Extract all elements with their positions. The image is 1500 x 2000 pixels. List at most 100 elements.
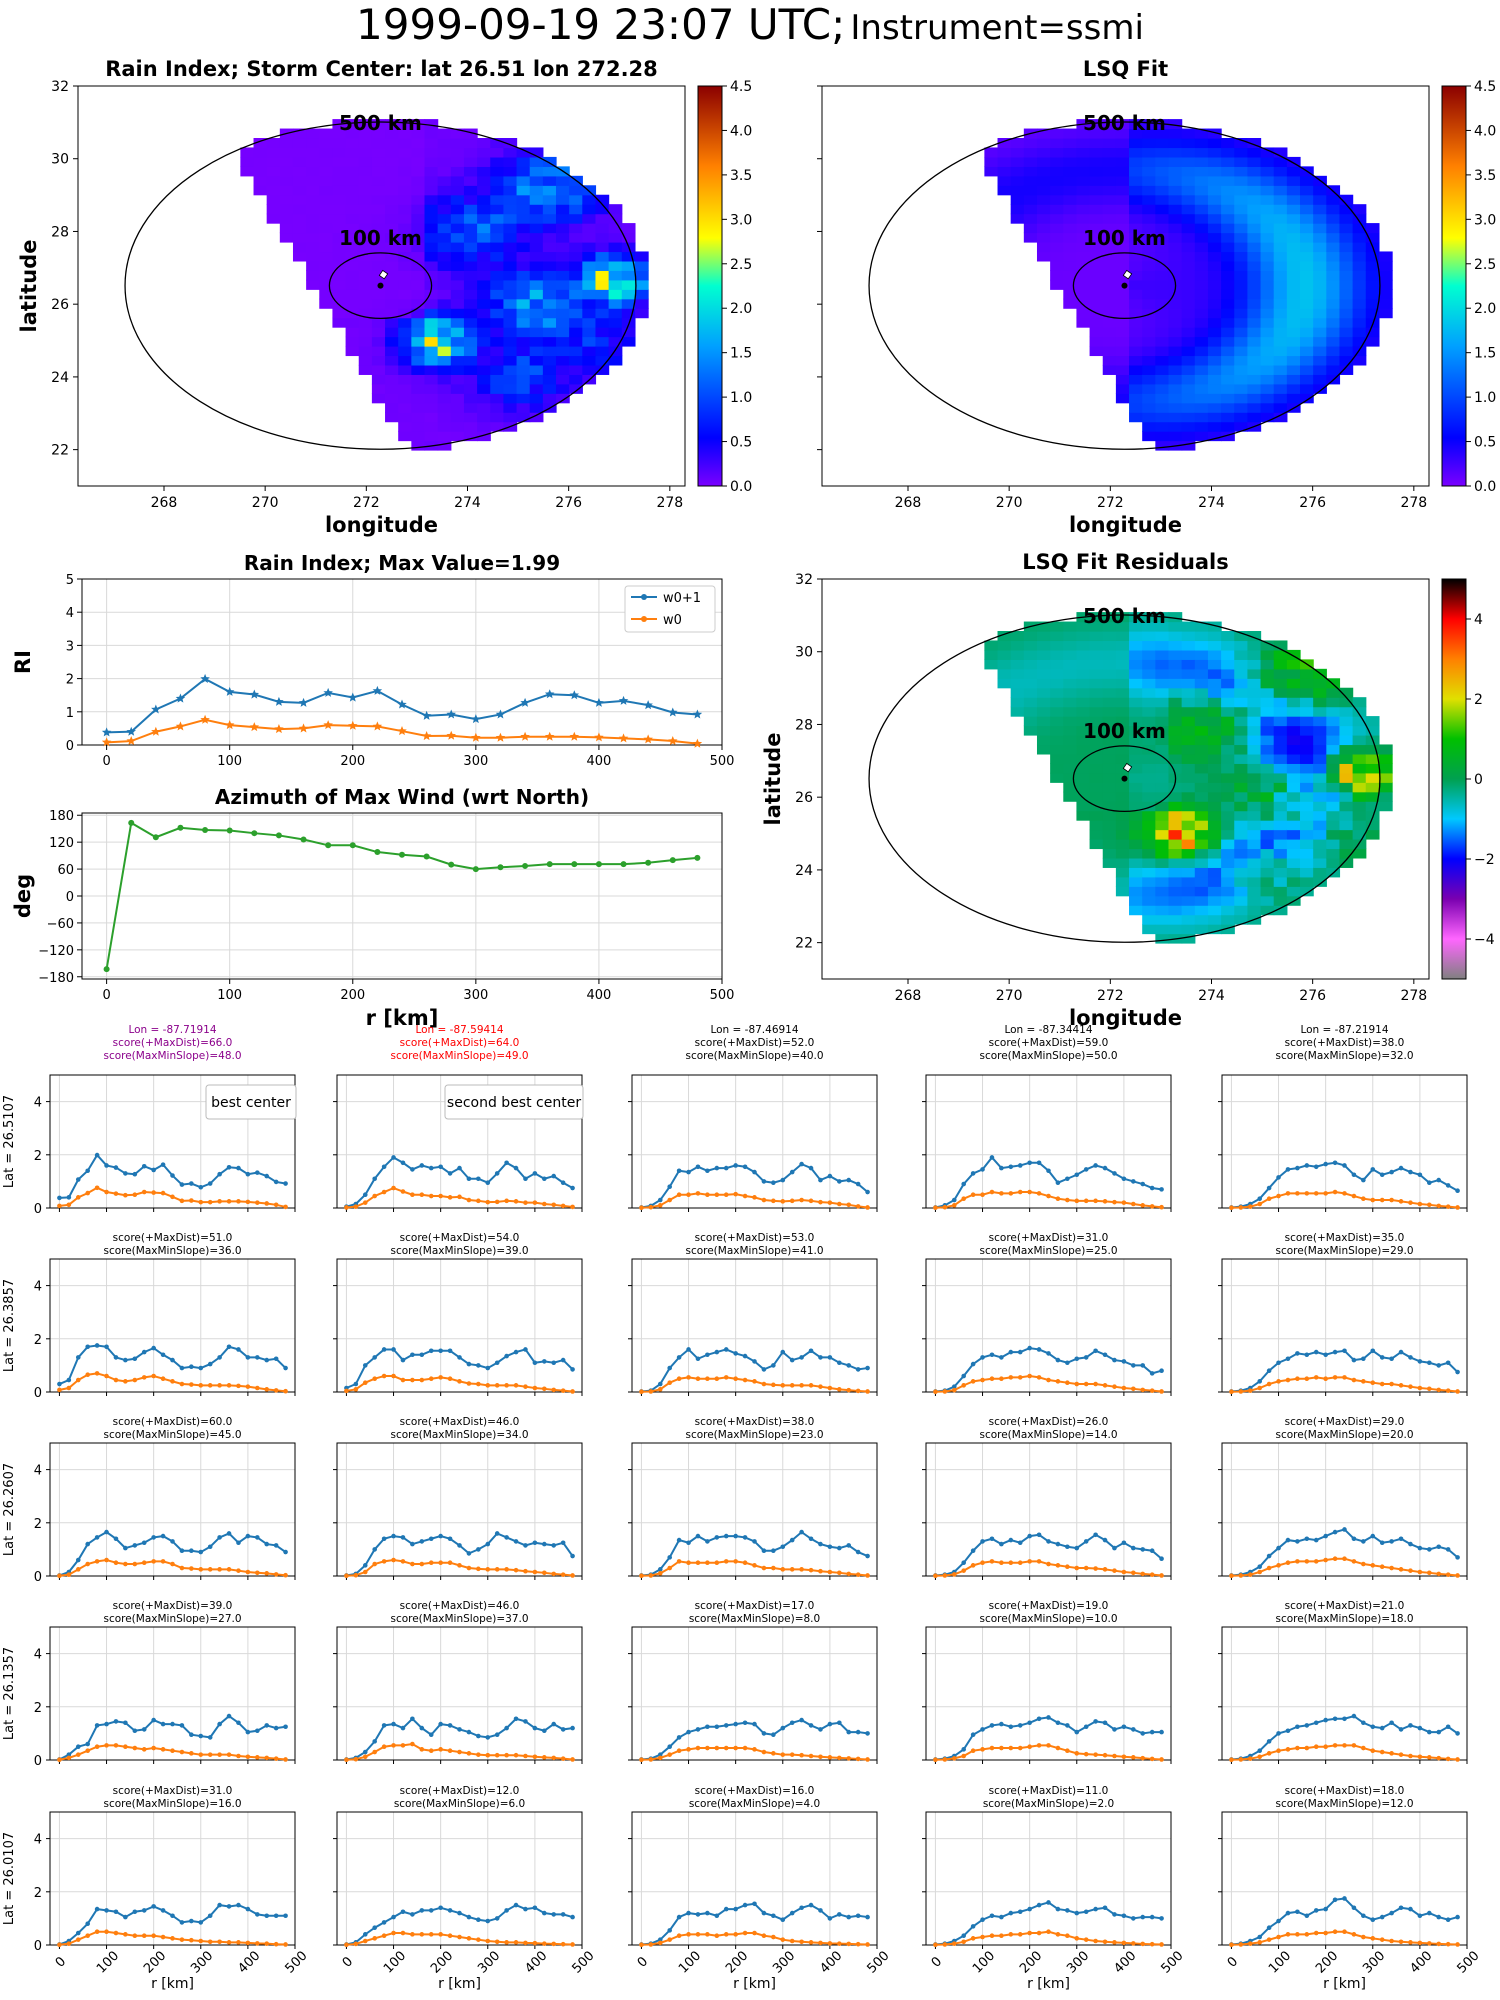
rain_index_map-cell (398, 289, 412, 300)
grid-r1-c3-point (789, 1169, 795, 1175)
lsq_fit_map-ring-100-label: 100 km (1083, 226, 1166, 250)
lsq_residual_map-cell (1036, 649, 1051, 660)
grid-r1-c4-point (1074, 1198, 1080, 1204)
grid-r2-c2-point (400, 1377, 406, 1383)
rain_index_map-cell (569, 251, 583, 262)
lsq_fit_map-cell (1207, 289, 1222, 300)
lsq_residual_map-cell (1273, 886, 1288, 897)
rain_index_profile-point (520, 731, 530, 741)
lsq_residual_map-cell (1089, 791, 1104, 802)
rain_index_profile-point (594, 732, 604, 742)
grid-r1-c2-point (476, 1198, 481, 1204)
grid-r4-c2-point (381, 1744, 387, 1749)
rain_index_map-cell (385, 412, 399, 423)
azimuth_profile-ytick-label: 0 (66, 890, 74, 905)
rain_index_map-cell (463, 374, 478, 385)
grid-r5-c3-xtick-label: 200 (723, 1948, 751, 1976)
rain_index_map-cell (345, 194, 360, 205)
grid-r1-c2-point (551, 1202, 557, 1208)
rain_index_map-cell (503, 213, 518, 224)
grid-r5-c2-point (542, 1910, 547, 1916)
lsq_residual_map-cell (1036, 668, 1051, 679)
rain_index_map-cell (477, 232, 491, 243)
rain_index_profile-xtick-label: 300 (463, 754, 488, 769)
lsq_fit_map-cell (1339, 327, 1354, 338)
grid-r1-c5-point (1361, 1196, 1366, 1201)
lsq_fit_map-cell (1181, 308, 1196, 319)
grid-r3-c5-point (1427, 1570, 1432, 1576)
grid-r3-c3-point (667, 1565, 672, 1571)
rain_index_map-cell (582, 194, 597, 205)
lsq_residual_map-cell (1194, 659, 1209, 670)
lsq_residual_map-cell (1089, 687, 1104, 698)
grid-r5-c1-point (217, 1939, 222, 1945)
grid-r2-c1-point (75, 1355, 81, 1360)
lsq_fit_map-cell (1300, 260, 1314, 271)
rain_index_map-cell (450, 242, 465, 253)
grid-r1-c4-point (1102, 1165, 1108, 1171)
lsq_residual_map-cell (1221, 848, 1235, 859)
lsq_residual_map-cell (1089, 810, 1104, 821)
grid-r3-c3-point (865, 1573, 870, 1578)
lsq_fit_map-cell (1168, 194, 1183, 205)
rain_index_profile-point (274, 696, 284, 706)
lsq_fit_map-cell (1260, 308, 1275, 319)
lsq_residual_map-cell (1273, 678, 1288, 689)
rain_index_map-cell (345, 289, 360, 300)
lsq_fit_map-cell (1076, 298, 1091, 309)
grid-r2-c4-point (970, 1379, 976, 1384)
grid-r3-c3-point (686, 1560, 691, 1565)
grid-r2-c1-point (207, 1383, 213, 1388)
grid-r1-c5-point (1238, 1205, 1244, 1210)
grid-r2-c1-point (170, 1357, 175, 1363)
grid-r5-c5-point (1389, 1938, 1394, 1944)
lsq_residual_map-cell (1168, 782, 1183, 793)
grid-r5-c2-xtick-label: 200 (428, 1948, 456, 1976)
grid-r4-c3-point (789, 1720, 795, 1726)
rain_index_map-cell (477, 364, 491, 375)
grid-r5-c1-frame (49, 1811, 296, 1946)
grid-r2-c4-point (1159, 1389, 1164, 1394)
grid-r5-c5-point (1408, 1940, 1413, 1945)
rain_index_map-cell (529, 185, 544, 196)
grid-r1-c2-point (372, 1176, 377, 1182)
lsq_fit_map-cell (1300, 364, 1314, 375)
lsq_fit_map-cell (1194, 260, 1209, 271)
lsq_fit_map-cell (1076, 147, 1091, 158)
grid-r5-c2-xtick-label: 400 (522, 1948, 550, 1976)
rain_index_map-cell (332, 317, 347, 328)
lsq_residual_map-cell (1326, 839, 1341, 850)
grid-r5-c5-point (1285, 1910, 1291, 1916)
lsq_residual_map-cell (1260, 687, 1275, 698)
lsq_residual_map-cell (1286, 763, 1301, 774)
grid-r3-c3-point (705, 1539, 710, 1544)
rain_index_map-cell (542, 355, 557, 366)
lsq_fit_map-cell (1207, 393, 1222, 404)
rain_index_map-cell (358, 185, 373, 196)
lsq_fit_map-cell (1129, 147, 1143, 158)
rain_index_map-cell (279, 156, 294, 167)
grid-r3-c4-point (1046, 1539, 1051, 1544)
rain_index_map-cell (450, 213, 465, 224)
grid-r3-c2-point (523, 1568, 528, 1574)
rain_index_map-cell (266, 156, 281, 167)
lsq_fit_map-cell (1221, 317, 1235, 328)
lsq_fit_map-cell (1194, 374, 1209, 385)
grid-r2-c1-point (123, 1357, 128, 1363)
grid-r1-c3-point (846, 1177, 852, 1183)
grid-r3-c1-point (255, 1570, 260, 1576)
lsq_fit_map-cell (1286, 185, 1301, 196)
rain_index_map-cell (490, 147, 505, 158)
lsq_fit_map-cell (1194, 128, 1209, 139)
lsq_fit_map-cell (1142, 289, 1156, 300)
lsq_fit_map-cell (1050, 223, 1064, 234)
grid-r5-c1-point (57, 1942, 62, 1948)
grid-r1-c3-point (714, 1165, 720, 1171)
lsq_residual_map-cell (1010, 706, 1025, 717)
grid-r3-c3-point (865, 1553, 870, 1559)
lsq_residual_map-cell (1260, 772, 1275, 783)
grid-r4-c4-point (1102, 1720, 1108, 1726)
grid-r4-c4-point (1149, 1756, 1155, 1762)
grid-r2-c4-point (1121, 1359, 1127, 1364)
grid-r1-c5-point (1370, 1197, 1376, 1203)
